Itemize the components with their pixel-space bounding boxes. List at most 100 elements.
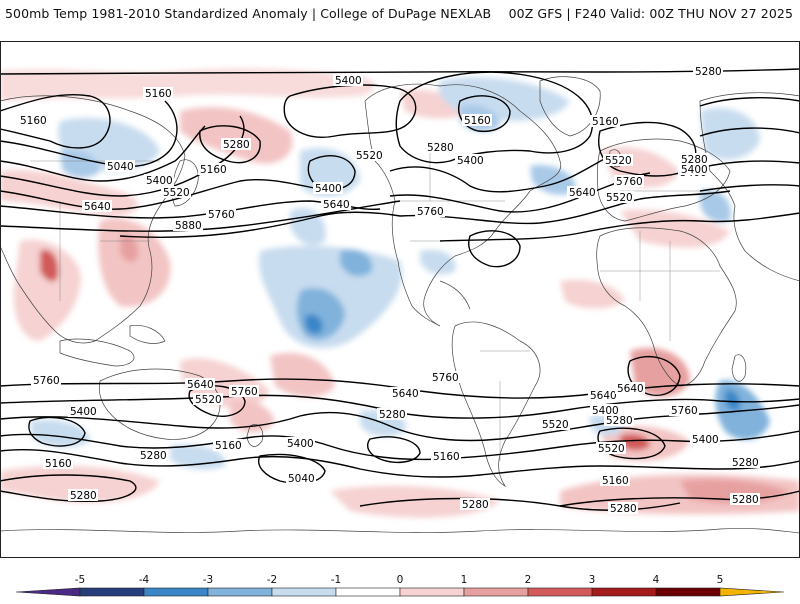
svg-text:5520: 5520 xyxy=(606,192,633,204)
north-america-coast xyxy=(364,83,562,327)
svg-text:5040: 5040 xyxy=(288,473,315,485)
svg-text:5400: 5400 xyxy=(315,183,342,195)
contour-label: 5520 xyxy=(161,186,191,199)
svg-text:5520: 5520 xyxy=(598,443,625,455)
contour-label: 5640 xyxy=(390,387,420,400)
svg-text:5040: 5040 xyxy=(107,161,134,173)
svg-text:5280: 5280 xyxy=(462,499,489,511)
colorbar-swatch xyxy=(335,587,401,597)
colorbar-tick-label: 1 xyxy=(461,574,468,586)
contour-label: 5640 xyxy=(615,382,645,395)
contour-label: 5280 xyxy=(460,498,490,511)
contour-label: 5760 xyxy=(430,371,460,384)
contour-label: 5640 xyxy=(185,378,215,391)
contour-label: 5640 xyxy=(588,389,618,402)
contour-label: 5160 xyxy=(590,115,620,128)
contour-label: 5640 xyxy=(321,198,351,211)
colorbar-tick-label: 4 xyxy=(653,574,660,586)
contour-label: 5880 xyxy=(173,219,203,232)
contour-label: 5160 xyxy=(143,87,173,100)
contour-labels: 5160 5400 5280 5160 5040 5160 5400 5520 … xyxy=(18,65,760,515)
contour-label: 5400 xyxy=(333,74,363,87)
colorbar-tick-label: 2 xyxy=(525,574,532,586)
svg-text:5760: 5760 xyxy=(417,206,444,218)
svg-text:5160: 5160 xyxy=(602,475,629,487)
colorbar-tick-label: -4 xyxy=(139,574,150,586)
svg-text:5280: 5280 xyxy=(70,490,97,502)
svg-text:5160: 5160 xyxy=(433,451,460,463)
colorbar-tick-label: -2 xyxy=(267,574,277,586)
anomaly-shading xyxy=(0,68,800,518)
svg-text:5640: 5640 xyxy=(569,187,596,199)
contour-label: 5520 xyxy=(603,154,633,167)
svg-text:5520: 5520 xyxy=(356,150,383,162)
contour-label: 5040 xyxy=(286,472,316,485)
svg-text:5280: 5280 xyxy=(427,142,454,154)
colorbar-swatch-max xyxy=(719,587,785,597)
contour-label: 5400 xyxy=(144,174,174,187)
colorbar-tick-label: 5 xyxy=(717,574,724,586)
europe-coast xyxy=(597,138,731,222)
contour-label: 5760 xyxy=(31,374,61,387)
svg-text:5640: 5640 xyxy=(323,199,350,211)
svg-text:5160: 5160 xyxy=(200,164,227,176)
svg-text:5760: 5760 xyxy=(671,405,698,417)
colorbar-canvas: -5 -4 -3 -2 -1 0 1 2 3 4 5 xyxy=(15,574,785,597)
contour-label: 5280 xyxy=(68,489,98,502)
contour-label: 5520 xyxy=(596,442,626,455)
contour-label: 5520 xyxy=(540,418,570,431)
svg-text:5160: 5160 xyxy=(20,115,47,127)
contour-label: 5160 xyxy=(198,163,228,176)
contour-label: 5400 xyxy=(455,154,485,167)
africa-coast xyxy=(596,227,737,387)
map-title: 500mb Temp 1981-2010 Standardized Anomal… xyxy=(5,6,492,21)
contour-label: 5160 xyxy=(600,474,630,487)
colorbar-swatch-min xyxy=(15,587,81,597)
contour-label: 5640 xyxy=(567,186,597,199)
map-canvas[interactable]: 5160 5400 5280 5160 5040 5160 5400 5520 … xyxy=(0,41,800,558)
maritime-continent-coast xyxy=(59,338,135,367)
contour-label: 5280 xyxy=(377,408,407,421)
svg-text:5160: 5160 xyxy=(45,458,72,470)
svg-text:5520: 5520 xyxy=(605,155,632,167)
map-panel[interactable]: 5160 5400 5280 5160 5040 5160 5400 5520 … xyxy=(0,41,800,558)
svg-text:5160: 5160 xyxy=(215,440,242,452)
colorbar-swatch xyxy=(399,587,465,597)
colorbar-swatch xyxy=(463,587,529,597)
svg-text:5640: 5640 xyxy=(617,383,644,395)
contour-label: 5760 xyxy=(669,404,699,417)
svg-text:5640: 5640 xyxy=(590,390,617,402)
svg-text:5760: 5760 xyxy=(208,209,235,221)
svg-text:5760: 5760 xyxy=(231,386,258,398)
contour-label: 5160 xyxy=(431,450,461,463)
svg-text:5280: 5280 xyxy=(610,503,637,515)
colorbar-swatch xyxy=(527,587,593,597)
header: 500mb Temp 1981-2010 Standardized Anomal… xyxy=(0,0,800,28)
contour-label: 5280 xyxy=(221,138,251,151)
australia-coast xyxy=(98,368,221,440)
contour-label: 5640 xyxy=(82,200,112,213)
svg-text:5760: 5760 xyxy=(616,176,643,188)
svg-text:5760: 5760 xyxy=(432,372,459,384)
contour-label: 5280 xyxy=(608,502,638,515)
svg-text:5520: 5520 xyxy=(542,419,569,431)
svg-text:5640: 5640 xyxy=(84,201,111,213)
contour-label: 5760 xyxy=(229,385,259,398)
svg-text:5400: 5400 xyxy=(146,175,173,187)
svg-text:5520: 5520 xyxy=(195,394,222,406)
svg-text:5520: 5520 xyxy=(163,187,190,199)
colorbar-tick-label: 0 xyxy=(397,574,404,586)
svg-text:5280: 5280 xyxy=(140,450,167,462)
svg-text:5280: 5280 xyxy=(695,66,722,78)
colorbar-swatch xyxy=(143,587,209,597)
svg-text:5160: 5160 xyxy=(145,88,172,100)
contour-label: 5520 xyxy=(604,191,634,204)
svg-text:5280: 5280 xyxy=(379,409,406,421)
colorbar-tick-labels: -5 -4 -3 -2 -1 0 1 2 3 4 5 xyxy=(75,574,724,586)
contour-label: 5160 xyxy=(462,114,492,127)
svg-text:5400: 5400 xyxy=(457,155,484,167)
contour-label: 5280 xyxy=(604,414,634,427)
contour-label: 5760 xyxy=(415,205,445,218)
contour-label: 5280 xyxy=(138,449,168,462)
colorbar-swatches xyxy=(15,587,785,597)
